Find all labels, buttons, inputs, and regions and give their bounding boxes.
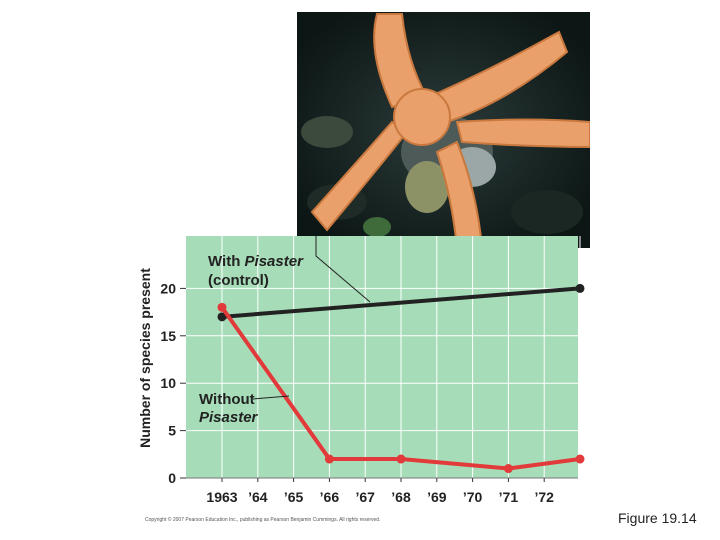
y-tick-label: 5 [168,423,176,439]
plot-area [186,236,578,478]
without-pisaster-point [575,454,585,464]
with-annotation-line1: With Pisaster [208,253,304,270]
y-tick-label: 0 [168,470,176,486]
x-tick-label: 1963 [206,489,237,505]
y-ticks: 0 5 10 15 20 [160,280,186,486]
species-chart: Number of species present 0 5 10 15 20 1963 ’… [137,236,585,505]
x-tick-label: ’72 [534,489,554,505]
x-tick-label: ’69 [427,489,447,505]
x-tick-label: ’67 [355,489,375,505]
figure-caption: Figure 19.14 [618,510,697,526]
with-pisaster-point [575,283,585,293]
y-tick-label: 20 [160,280,176,296]
without-leader-line [252,395,290,400]
with-leader-line [315,236,371,303]
without-annotation-line2: Pisaster [199,409,259,426]
with-annotation-line2: (control) [208,272,269,289]
x-ticks: 1963 ’64 ’65 ’66 ’67 ’68 ’69 ’70 ’71 ’72 [206,478,554,505]
with-pisaster-line [221,286,581,319]
y-axis-label: Number of species present [137,268,153,448]
sea-star-photo [297,12,590,248]
with-pisaster-point [217,312,227,322]
x-tick-label: ’65 [284,489,304,505]
without-pisaster-point [217,302,227,312]
x-tick-label: ’66 [320,489,340,505]
without-pisaster-point [324,454,334,464]
y-tick-label: 10 [160,375,176,391]
x-tick-label: ’71 [499,489,519,505]
copyright-notice: Copyright © 2007 Pearson Education Inc.,… [145,517,381,523]
x-tick-label: ’64 [248,489,268,505]
y-tick-label: 15 [160,328,176,344]
series-layer [217,283,585,474]
without-pisaster-point [503,464,513,474]
x-tick-label: ’70 [463,489,483,505]
without-pisaster-point [396,454,406,464]
without-annotation-line1: Without [199,391,255,408]
x-tick-label: ’68 [391,489,411,505]
